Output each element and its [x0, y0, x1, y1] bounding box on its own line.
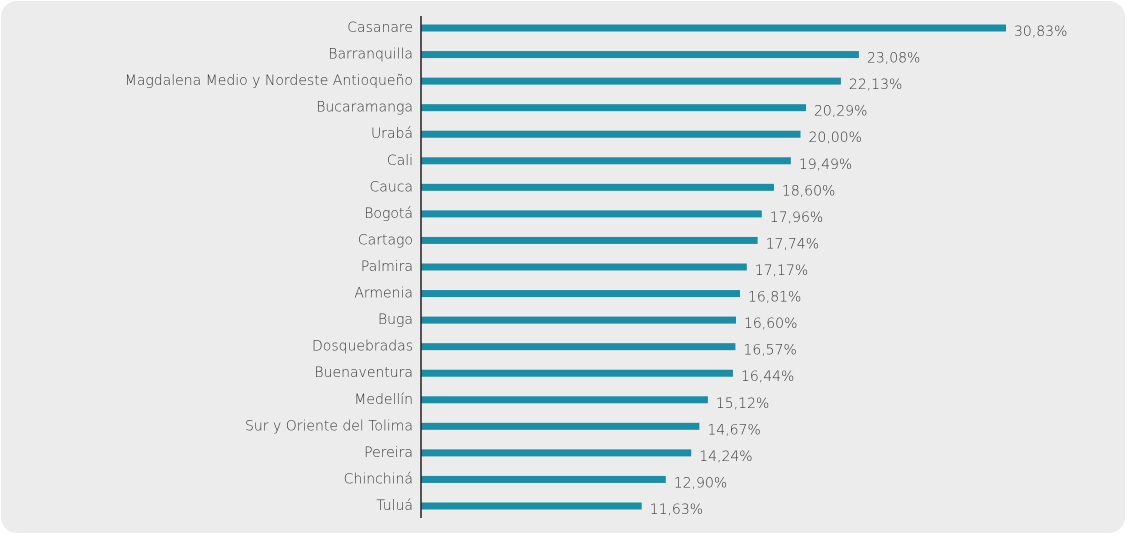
bar [421, 449, 692, 457]
bar [421, 422, 700, 430]
data-label: 14,24% [699, 449, 752, 465]
data-label: 19,49% [799, 157, 852, 173]
data-label: 23,08% [867, 51, 920, 67]
data-label: 16,81% [748, 290, 801, 306]
y-tick-label: Cauca [369, 179, 413, 195]
data-label: 30,83% [1014, 24, 1067, 40]
data-label: 17,17% [755, 263, 808, 279]
bar [421, 77, 841, 85]
data-label: 16,57% [743, 343, 796, 359]
bar [421, 290, 740, 298]
bar [421, 104, 807, 112]
bar [421, 130, 801, 138]
y-tick-label: Medellín [354, 392, 413, 408]
y-tick-label: Tuluá [376, 498, 413, 514]
data-label: 17,74% [766, 236, 819, 252]
data-label: 11,63% [650, 502, 703, 518]
y-tick-label: Buenaventura [314, 365, 413, 381]
bar [421, 369, 733, 377]
y-tick-label: Chinchiná [344, 471, 413, 487]
y-tick-label: Casanare [347, 20, 413, 36]
data-label: 20,00% [809, 130, 862, 146]
data-label: 22,13% [849, 77, 902, 93]
y-tick-label: Buga [378, 312, 413, 328]
data-label: 12,90% [674, 475, 727, 491]
y-tick-label: Palmira [361, 259, 413, 275]
y-tick-label: Bogotá [364, 206, 413, 222]
data-label: 20,29% [814, 104, 867, 120]
y-tick-label: Pereira [364, 445, 413, 461]
data-label: 15,12% [716, 396, 769, 412]
y-tick-label: Cartago [358, 232, 413, 248]
bar [421, 210, 762, 218]
bar [421, 475, 666, 483]
data-label: 18,60% [782, 183, 835, 199]
y-tick-label: Armenia [354, 286, 413, 302]
bar [421, 502, 642, 510]
y-tick-label: Bucaramanga [316, 100, 413, 116]
data-label: 16,60% [744, 316, 797, 332]
y-tick-label: Barranquilla [328, 47, 413, 63]
data-label: 14,67% [707, 422, 760, 438]
bar [421, 51, 859, 59]
bar [421, 316, 736, 324]
bar [421, 157, 791, 165]
bar [421, 24, 1006, 32]
bar [421, 263, 747, 271]
bar [421, 236, 758, 244]
bar [421, 183, 774, 191]
bar [421, 396, 708, 404]
bar [421, 343, 736, 351]
y-tick-label: Cali [387, 153, 413, 169]
y-tick-label: Urabá [371, 126, 413, 142]
data-label: 17,96% [770, 210, 823, 226]
y-tick-label: Magdalena Medio y Nordeste Antioqueño [125, 73, 413, 89]
y-tick-label: Sur y Oriente del Tolima [245, 418, 413, 434]
y-tick-label: Dosquebradas [312, 339, 413, 355]
data-label: 16,44% [741, 369, 794, 385]
